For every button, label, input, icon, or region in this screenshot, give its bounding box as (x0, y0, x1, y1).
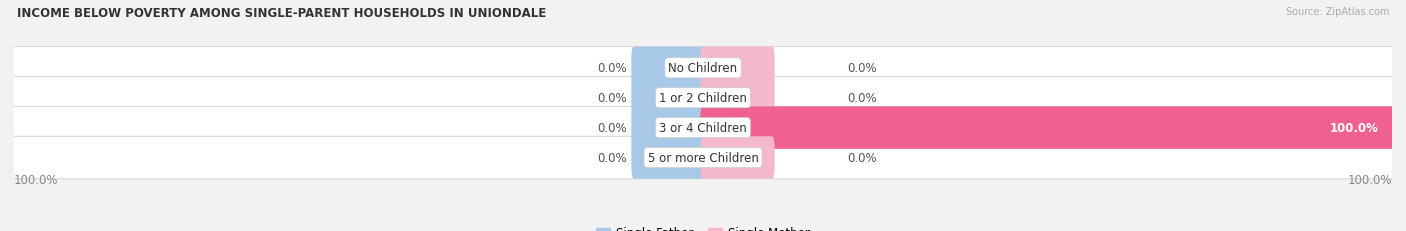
Text: 0.0%: 0.0% (848, 62, 877, 75)
Text: 100.0%: 100.0% (14, 173, 59, 186)
Text: 0.0%: 0.0% (598, 151, 627, 164)
Text: 0.0%: 0.0% (598, 62, 627, 75)
FancyBboxPatch shape (631, 77, 706, 119)
FancyBboxPatch shape (11, 47, 1395, 90)
Text: 0.0%: 0.0% (848, 92, 877, 105)
FancyBboxPatch shape (631, 107, 706, 149)
FancyBboxPatch shape (700, 137, 775, 179)
Text: 100.0%: 100.0% (1329, 122, 1378, 134)
Text: No Children: No Children (668, 62, 738, 75)
FancyBboxPatch shape (700, 47, 775, 90)
FancyBboxPatch shape (11, 77, 1395, 119)
Text: 1 or 2 Children: 1 or 2 Children (659, 92, 747, 105)
FancyBboxPatch shape (11, 137, 1395, 179)
Text: 0.0%: 0.0% (848, 151, 877, 164)
FancyBboxPatch shape (700, 77, 775, 119)
Text: 0.0%: 0.0% (598, 92, 627, 105)
FancyBboxPatch shape (700, 107, 1395, 149)
FancyBboxPatch shape (631, 137, 706, 179)
Text: 5 or more Children: 5 or more Children (648, 151, 758, 164)
Text: 0.0%: 0.0% (598, 122, 627, 134)
FancyBboxPatch shape (631, 47, 706, 90)
Text: Source: ZipAtlas.com: Source: ZipAtlas.com (1285, 7, 1389, 17)
Legend: Single Father, Single Mother: Single Father, Single Mother (592, 222, 814, 231)
Text: 3 or 4 Children: 3 or 4 Children (659, 122, 747, 134)
FancyBboxPatch shape (11, 107, 1395, 149)
Text: INCOME BELOW POVERTY AMONG SINGLE-PARENT HOUSEHOLDS IN UNIONDALE: INCOME BELOW POVERTY AMONG SINGLE-PARENT… (17, 7, 546, 20)
Text: 100.0%: 100.0% (1347, 173, 1392, 186)
